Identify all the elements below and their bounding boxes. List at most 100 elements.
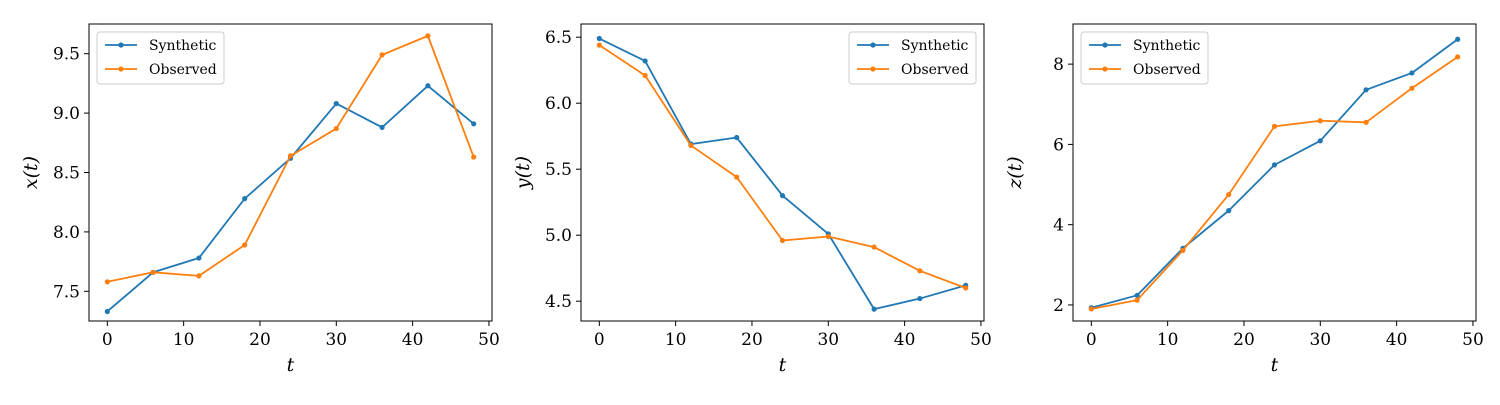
data-point-synthetic bbox=[104, 308, 110, 315]
x-tick-label: 40 bbox=[402, 330, 424, 350]
chart-panel-3: 0 10 20 30 40 50 2 4 6 8 t z(t) Synthetic Observed bbox=[1004, 23, 1484, 376]
x-tick-label: 50 bbox=[1462, 330, 1484, 350]
data-point-synthetic bbox=[242, 196, 248, 202]
legend-label: Observed bbox=[1133, 62, 1201, 78]
x-tick-label: 10 bbox=[1157, 330, 1179, 350]
x-tick-label: 0 bbox=[102, 330, 113, 350]
x-tick-label: 30 bbox=[817, 330, 839, 350]
legend-marker bbox=[118, 66, 124, 72]
data-point-synthetic bbox=[871, 306, 877, 312]
data-point-observed bbox=[471, 154, 477, 160]
legend-label: Observed bbox=[901, 62, 969, 78]
y-tick-label: 6.5 bbox=[545, 28, 572, 48]
x-axis-label: t bbox=[287, 354, 295, 376]
data-point-synthetic bbox=[917, 295, 923, 302]
x-tick-label: 50 bbox=[478, 330, 500, 350]
x-tick-label: 30 bbox=[325, 330, 347, 350]
legend-marker bbox=[1102, 42, 1108, 48]
data-point-observed bbox=[196, 273, 202, 279]
y-axis-label: x(t) bbox=[20, 156, 42, 189]
data-point-observed bbox=[825, 233, 831, 240]
data-point-observed bbox=[242, 242, 248, 248]
x-tick-label: 50 bbox=[970, 330, 992, 350]
data-point-observed bbox=[1363, 119, 1369, 125]
data-point-observed bbox=[379, 52, 385, 58]
data-point-observed bbox=[425, 33, 431, 39]
data-point-observed bbox=[779, 237, 786, 244]
x-tick-label: 30 bbox=[1309, 330, 1331, 350]
data-point-synthetic bbox=[596, 35, 602, 42]
plot-frame bbox=[1072, 23, 1477, 322]
data-point-synthetic bbox=[1226, 208, 1232, 214]
data-point-observed bbox=[642, 72, 648, 79]
y-tick-label: 6 bbox=[1053, 135, 1064, 155]
y-axis-label: z(t) bbox=[1004, 156, 1026, 189]
series-line-synthetic bbox=[106, 84, 475, 313]
x-tick-label: 0 bbox=[1086, 330, 1097, 350]
data-point-observed bbox=[104, 279, 110, 285]
legend-label: Synthetic bbox=[1133, 38, 1201, 54]
data-point-synthetic bbox=[1271, 162, 1278, 168]
x-tick-label: 10 bbox=[173, 330, 195, 350]
chart-panel-1: 0 10 20 30 40 50 7.5 8.0 8.5 9.0 9.5 t x(t) Synthetic… bbox=[20, 23, 500, 376]
data-point-observed bbox=[1409, 85, 1415, 91]
y-tick-label: 9.0 bbox=[53, 104, 80, 124]
data-point-synthetic bbox=[1317, 138, 1323, 144]
data-point-observed bbox=[287, 153, 294, 159]
legend-marker bbox=[118, 42, 124, 48]
x-tick-label: 0 bbox=[594, 330, 605, 350]
x-tick-label: 20 bbox=[1233, 330, 1255, 350]
data-point-observed bbox=[1088, 306, 1094, 312]
data-point-observed bbox=[1271, 123, 1278, 129]
x-tick-label: 10 bbox=[665, 330, 687, 350]
data-point-observed bbox=[1180, 247, 1186, 253]
y-tick-label: 8 bbox=[1053, 55, 1064, 75]
data-point-observed bbox=[1317, 118, 1323, 124]
data-point-observed bbox=[1134, 297, 1140, 303]
data-point-observed bbox=[688, 142, 694, 149]
legend-marker bbox=[1102, 66, 1108, 72]
data-point-observed bbox=[963, 285, 969, 291]
y-axis-label: y(t) bbox=[512, 156, 534, 190]
y-tick-label: 5.5 bbox=[545, 160, 572, 180]
x-tick-label: 40 bbox=[1386, 330, 1408, 350]
y-tick-label: 4 bbox=[1053, 216, 1064, 236]
y-tick-label: 7.5 bbox=[53, 282, 80, 302]
y-tick-label: 4.5 bbox=[545, 292, 572, 312]
data-point-observed bbox=[1226, 191, 1232, 198]
data-point-observed bbox=[734, 174, 740, 180]
x-tick-label: 20 bbox=[741, 330, 763, 350]
legend-label: Synthetic bbox=[149, 38, 217, 54]
y-tick-label: 2 bbox=[1053, 296, 1064, 316]
x-axis-label: t bbox=[779, 354, 787, 376]
data-point-observed bbox=[871, 244, 877, 250]
data-point-synthetic bbox=[196, 255, 202, 261]
data-point-observed bbox=[150, 269, 156, 275]
data-point-synthetic bbox=[1455, 36, 1461, 42]
y-tick-label: 9.5 bbox=[53, 45, 80, 65]
legend: Synthetic Observed bbox=[848, 31, 977, 85]
data-point-synthetic bbox=[333, 100, 339, 107]
legend-label: Synthetic bbox=[901, 38, 969, 54]
legend-label: Observed bbox=[149, 62, 217, 78]
x-tick-label: 20 bbox=[249, 330, 271, 350]
data-point-synthetic bbox=[734, 134, 740, 141]
x-tick-label: 40 bbox=[894, 330, 916, 350]
data-point-synthetic bbox=[471, 121, 477, 127]
data-point-synthetic bbox=[1409, 70, 1415, 76]
legend: Synthetic Observed bbox=[1080, 31, 1209, 85]
data-point-synthetic bbox=[779, 193, 786, 199]
y-tick-label: 6.0 bbox=[545, 94, 572, 114]
chart-panel-2: 0 10 20 30 40 50 4.5 5.0 5.5 6.0 6.5 t y(t) Synthetic… bbox=[512, 23, 992, 376]
legend-marker bbox=[870, 42, 876, 48]
data-point-synthetic bbox=[1363, 87, 1369, 93]
data-point-synthetic bbox=[1134, 292, 1140, 298]
data-point-synthetic bbox=[379, 124, 385, 130]
y-tick-label: 5.0 bbox=[545, 226, 572, 246]
data-point-observed bbox=[596, 42, 602, 48]
data-point-synthetic bbox=[642, 58, 648, 64]
data-point-observed bbox=[917, 268, 923, 274]
y-tick-label: 8.0 bbox=[53, 223, 80, 243]
